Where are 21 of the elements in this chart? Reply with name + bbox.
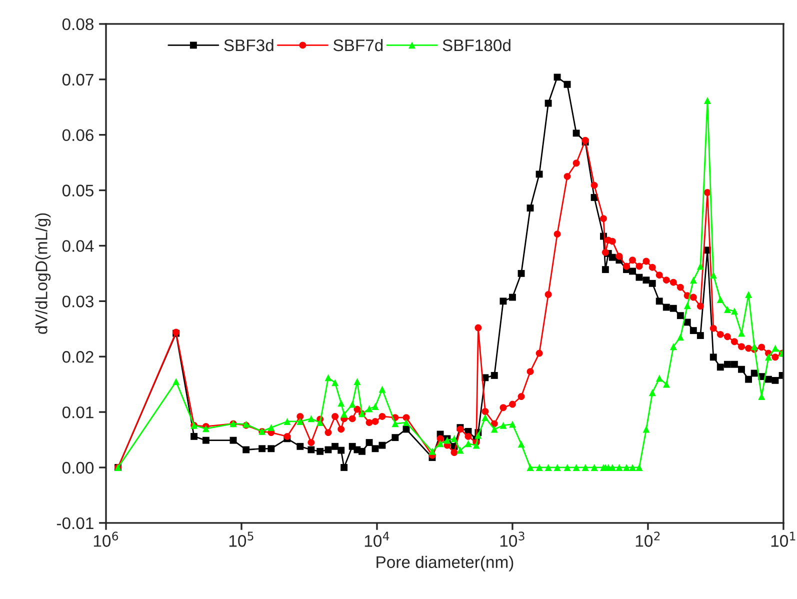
x-tick-label: 10$^{3}$ bbox=[500, 532, 524, 547]
y-tick-label: 0.07 bbox=[62, 74, 94, 86]
legend-label: SBF180d bbox=[442, 38, 510, 52]
x-tick-label: 10$^{5}$ bbox=[229, 532, 254, 547]
y-tick-label: -0.01 bbox=[56, 517, 94, 530]
x-tick-label: 10$^{1}$ bbox=[771, 532, 796, 547]
y-tick-label: 0.03 bbox=[62, 296, 94, 308]
y-axis-title: dV/dLogD(mL/g) bbox=[35, 213, 51, 334]
y-tick-label: 0.08 bbox=[62, 18, 94, 30]
x-axis-title: Pore diameter(nm) bbox=[376, 556, 514, 572]
x-tick-label: 10$^{6}$ bbox=[94, 532, 118, 547]
y-tick-label: 0.04 bbox=[62, 240, 94, 252]
x-tick-label: 10$^{4}$ bbox=[364, 532, 390, 547]
legend-label: SBF3d bbox=[224, 38, 274, 52]
y-tick-label: 0.00 bbox=[62, 462, 94, 474]
y-tick-label: 0.02 bbox=[62, 351, 94, 363]
y-tick-label: 0.06 bbox=[62, 129, 94, 142]
y-tick-label: 0.01 bbox=[62, 406, 94, 418]
y-tick-label: 0.05 bbox=[62, 184, 94, 196]
x-tick-label: 10$^{2}$ bbox=[636, 532, 660, 547]
legend-label: SBF7d bbox=[333, 38, 383, 52]
